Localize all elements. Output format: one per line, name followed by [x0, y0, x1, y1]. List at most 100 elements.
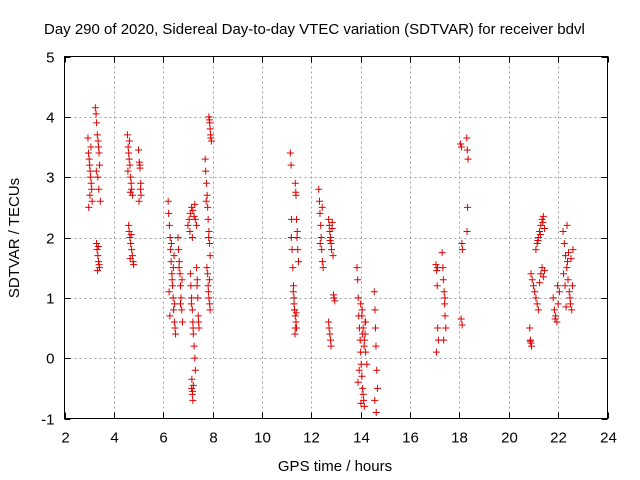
data-point [358, 306, 366, 314]
plot-frame [64, 56, 608, 419]
data-point [529, 282, 537, 290]
data-point [193, 282, 201, 290]
data-point [291, 312, 299, 320]
data-point [432, 348, 440, 356]
data-point [190, 342, 198, 350]
x-tick-label: 24 [600, 430, 617, 447]
data-point [457, 140, 465, 148]
data-point [463, 134, 471, 142]
x-axis-label: GPS time / hours [278, 458, 392, 475]
data-point [127, 179, 135, 187]
data-point [434, 324, 442, 332]
data-point [372, 342, 380, 350]
data-point [534, 237, 542, 245]
data-point [94, 243, 102, 251]
data-point [193, 221, 201, 229]
data-point [127, 240, 135, 248]
data-point [564, 258, 572, 266]
data-point [569, 246, 577, 254]
data-point [439, 276, 447, 284]
data-point [203, 264, 211, 272]
data-point [206, 300, 214, 308]
data-point [128, 185, 136, 193]
data-point [536, 230, 544, 238]
data-point [360, 336, 368, 344]
data-point [193, 276, 201, 284]
data-point [93, 240, 101, 248]
data-point [541, 224, 549, 232]
data-point [88, 185, 96, 193]
data-point [123, 131, 131, 139]
data-point [204, 288, 212, 296]
data-point [433, 267, 441, 275]
data-point [126, 188, 134, 196]
data-point [357, 399, 365, 407]
data-point [561, 282, 569, 290]
data-point [125, 155, 133, 163]
data-point [96, 161, 104, 169]
data-point [293, 227, 301, 235]
data-point [563, 221, 571, 229]
data-point [177, 300, 185, 308]
data-point [549, 294, 557, 302]
data-point [291, 179, 299, 187]
data-point [166, 234, 174, 241]
data-point [293, 234, 301, 241]
series-group [549, 282, 563, 326]
data-point [88, 197, 96, 205]
data-point [176, 270, 184, 278]
x-tick-label: 16 [402, 430, 419, 447]
data-point [137, 191, 145, 199]
data-point [315, 197, 323, 205]
y-tick-label: 1 [46, 291, 54, 308]
chart-title: Day 290 of 2020, Sidereal Day-to-day VTE… [44, 21, 585, 38]
data-point [440, 336, 448, 344]
x-tick-label: 4 [110, 430, 118, 447]
data-point [373, 366, 381, 374]
data-point [86, 191, 94, 199]
data-point [165, 209, 173, 217]
data-point [354, 276, 362, 284]
data-point [175, 264, 183, 272]
data-point [95, 143, 103, 151]
data-point [290, 282, 298, 290]
data-point [568, 306, 576, 314]
x-tick-label: 20 [501, 430, 518, 447]
data-point [458, 321, 466, 329]
data-point [319, 264, 327, 272]
data-point [560, 270, 568, 278]
grid-lines [64, 56, 608, 419]
data-point [328, 246, 336, 254]
series-group [201, 155, 214, 272]
data-point [526, 324, 534, 332]
data-point [169, 282, 177, 290]
data-point [538, 215, 546, 223]
y-axis-label: SDTVAR / TECUs [6, 178, 23, 298]
x-tick-label: 12 [303, 430, 320, 447]
data-point [565, 288, 573, 296]
data-point [439, 264, 447, 272]
data-point [205, 276, 213, 284]
data-point [171, 300, 179, 308]
data-point [193, 264, 201, 272]
data-point [291, 330, 299, 338]
data-point [172, 330, 180, 338]
data-point [91, 104, 99, 112]
data-point [92, 110, 100, 118]
data-point [165, 221, 173, 229]
data-point [189, 396, 197, 404]
data-point [541, 267, 549, 275]
data-point [190, 212, 198, 220]
data-point [92, 167, 100, 175]
data-point [125, 137, 133, 145]
data-point [463, 227, 471, 235]
data-point [359, 324, 367, 332]
series-group [188, 375, 197, 404]
data-point [188, 294, 196, 302]
data-point [137, 185, 145, 193]
data-points [84, 104, 577, 416]
data-point [325, 324, 333, 332]
data-point [86, 161, 94, 169]
data-point [184, 221, 192, 229]
